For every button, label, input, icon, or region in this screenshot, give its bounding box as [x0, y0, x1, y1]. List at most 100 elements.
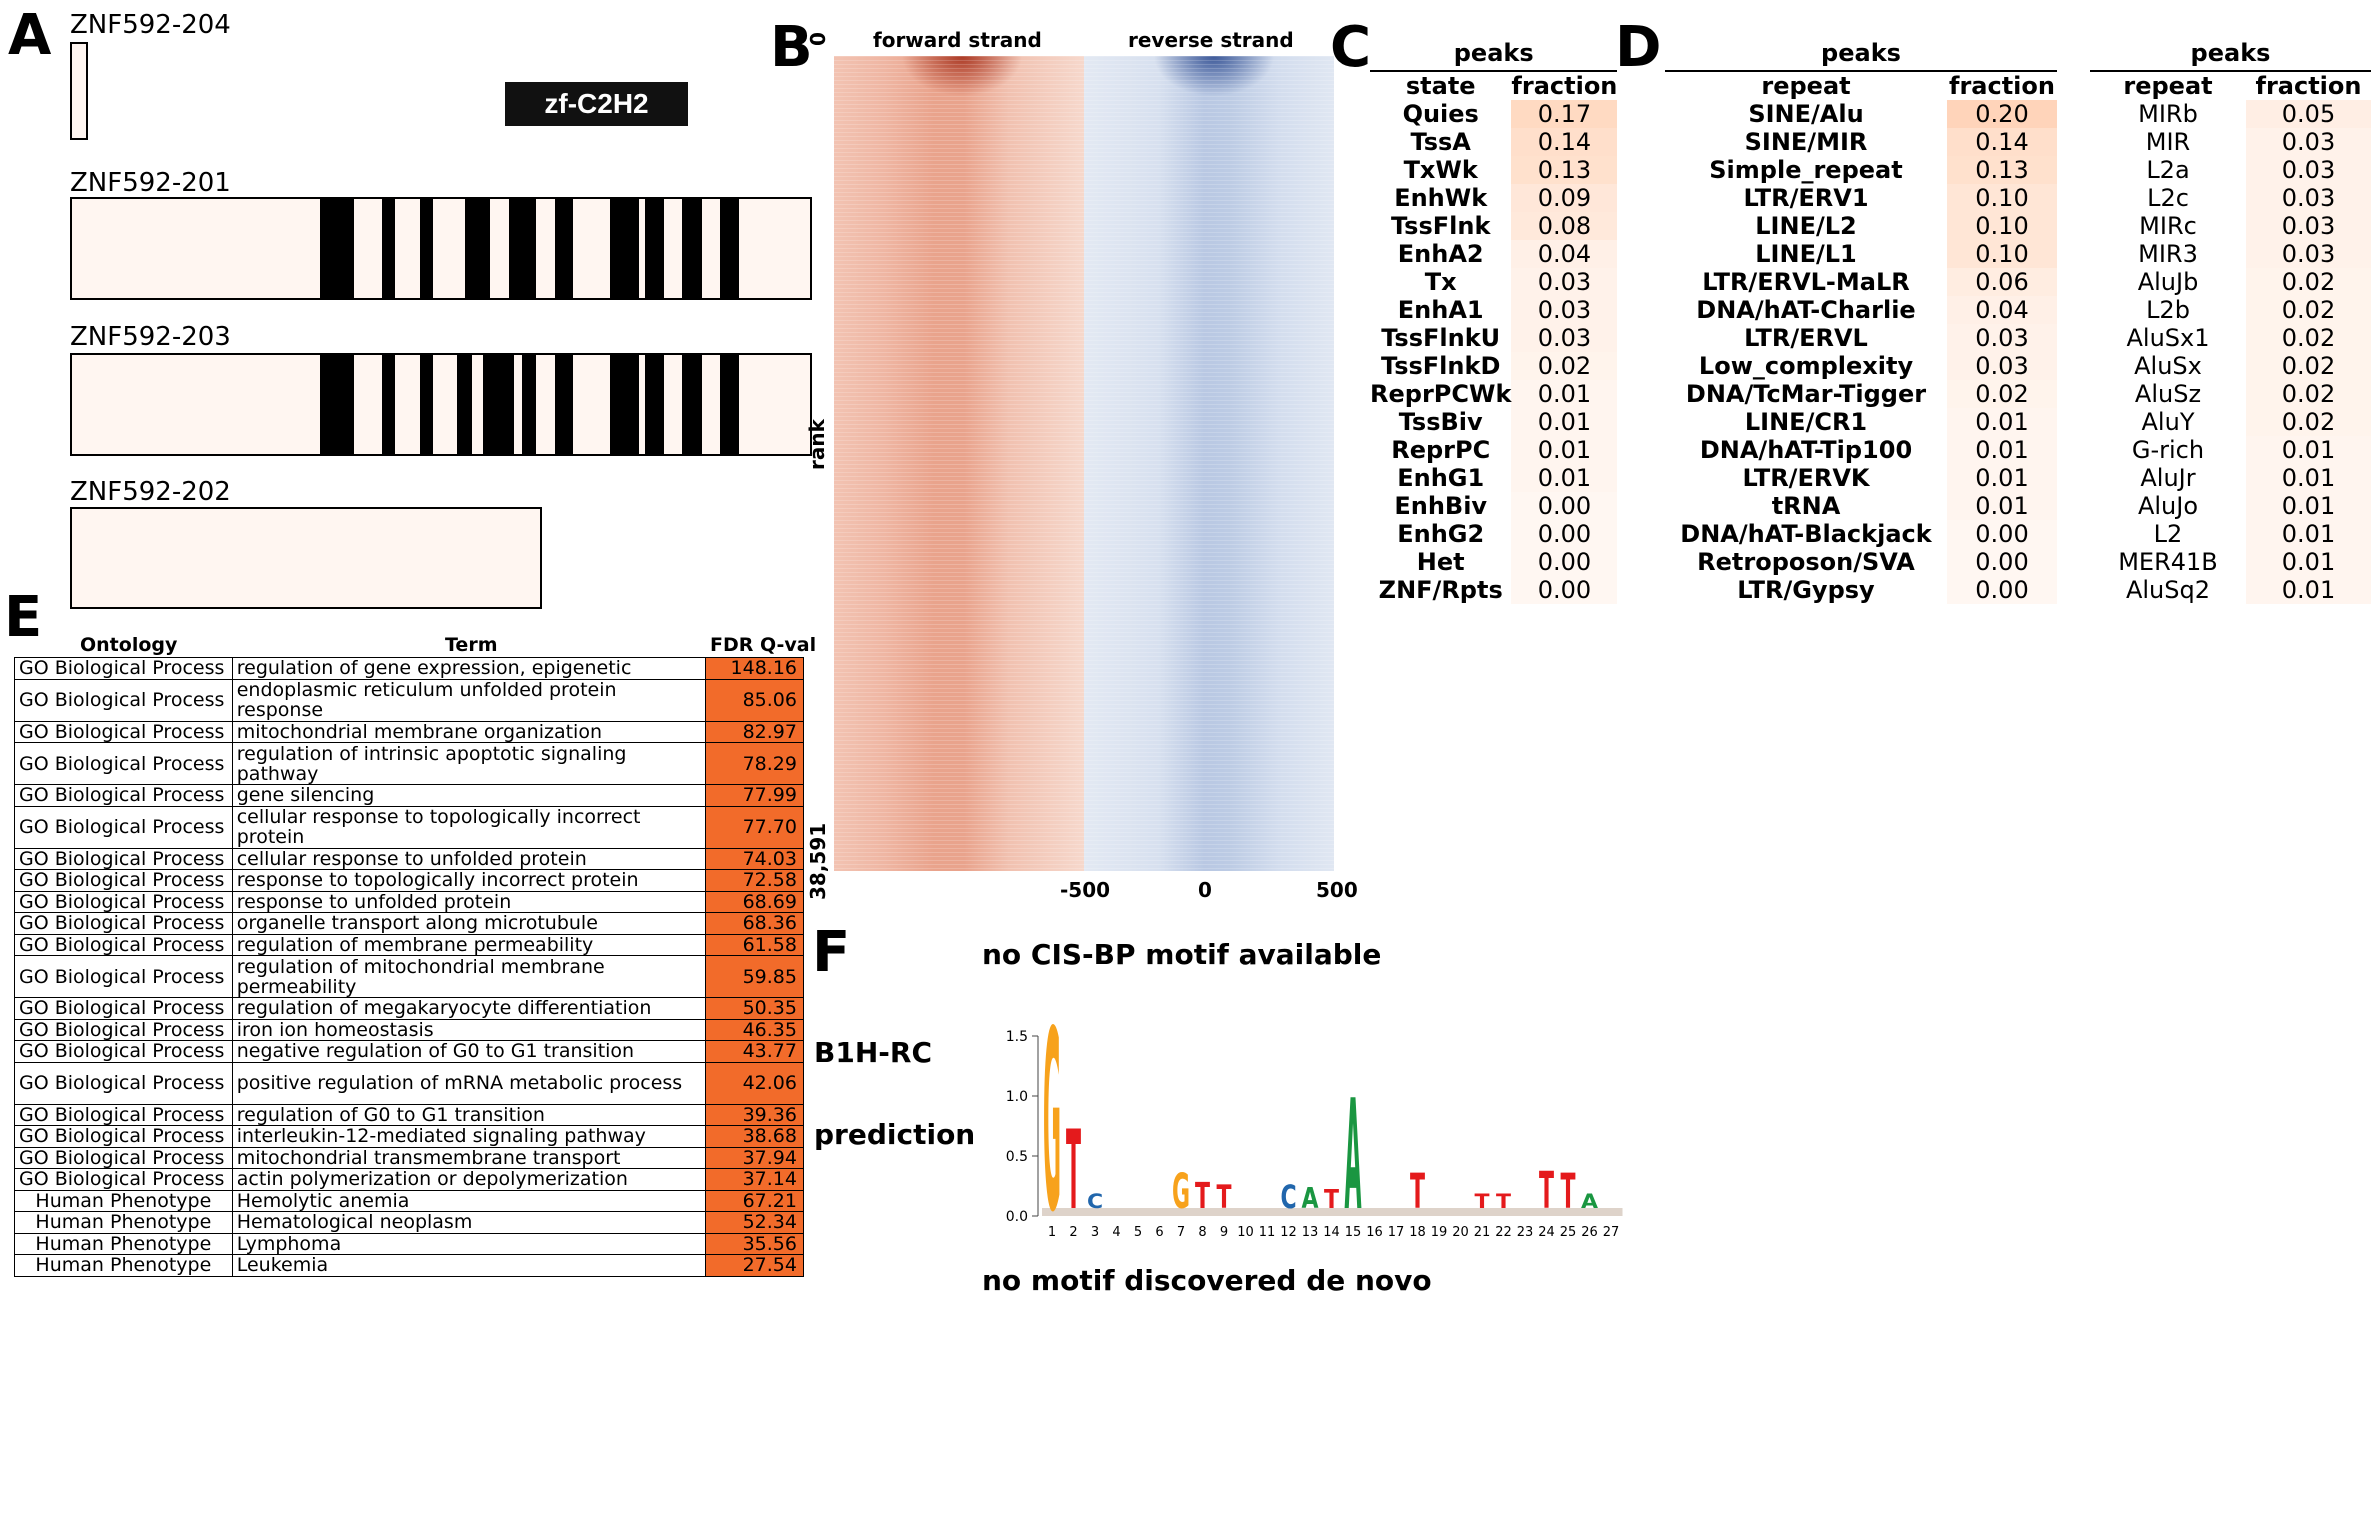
- state-fraction: 0.13: [1511, 156, 1618, 184]
- isoform-203-zinc-finger-10: [682, 355, 702, 454]
- state-row: ZNF/Rpts 0.00: [1370, 576, 1618, 604]
- repeat-family-fraction: 0.10: [1947, 212, 2057, 240]
- repeat-subfamily-row: AluJo 0.01: [2090, 492, 2371, 520]
- term-cell: regulation of megakaryocyte differentiat…: [231, 997, 707, 1020]
- term-cell: response to topologically incorrect prot…: [231, 869, 707, 892]
- isoform-203-zinc-finger-4: [457, 355, 472, 454]
- e-col-term: Term: [445, 634, 498, 656]
- fdr-q-cell: 148.16: [705, 657, 804, 680]
- rank-axis-bottom: 38,591: [806, 822, 830, 900]
- term-cell: Leukemia: [231, 1254, 707, 1277]
- state-row: TssBiv 0.01: [1370, 408, 1618, 436]
- fdr-q-cell: 74.03: [705, 847, 804, 870]
- logo-position-label: 1: [1048, 1225, 1056, 1240]
- enrichment-row: GO Biological Process cellular response t…: [14, 847, 804, 870]
- repeat-subfamily-fraction: 0.03: [2246, 212, 2371, 240]
- fdr-q-cell: 85.06: [705, 678, 804, 722]
- term-cell: negative regulation of G0 to G1 transiti…: [231, 1040, 707, 1063]
- repeat-family-fraction: 0.06: [1947, 268, 2057, 296]
- repeat-family-row: SINE/MIR 0.14: [1665, 128, 2057, 156]
- repeat-subfamily-row: MER41B 0.01: [2090, 548, 2371, 576]
- repeat-family-label: tRNA: [1771, 492, 1841, 520]
- logo-position-label: 27: [1603, 1225, 1620, 1240]
- logo-position-label: 18: [1409, 1225, 1426, 1240]
- logo-letter-t: T: [1539, 1161, 1554, 1221]
- repeat-subfamily-label: L2: [2153, 520, 2183, 548]
- repeat-family-fraction: 0.02: [1947, 380, 2057, 408]
- repeat-family-row: Retroposon/SVA 0.00: [1665, 548, 2057, 576]
- state-row: TssA 0.14: [1370, 128, 1618, 156]
- state-label: TssFlnk: [1391, 212, 1491, 240]
- term-cell: regulation of membrane permeability: [231, 933, 707, 956]
- term-cell: regulation of mitochondrial membrane per…: [231, 955, 707, 998]
- logo-y-tick-label: 1.5: [1006, 1029, 1028, 1045]
- logo-position-label: 23: [1517, 1225, 1534, 1240]
- state-label: ReprPCWk: [1370, 380, 1512, 408]
- repeat-family-label: DNA/hAT-Blackjack: [1680, 520, 1932, 548]
- isoform-203-zinc-finger-11: [720, 355, 739, 454]
- enrichment-row: Human Phenotype Lymphoma 35.56: [14, 1232, 804, 1255]
- ontology-cell: GO Biological Process: [14, 805, 233, 849]
- isoform-203-zinc-finger-9: [645, 355, 664, 454]
- repeat-subfamily-row: G-rich 0.01: [2090, 436, 2371, 464]
- logo-position-label: 21: [1474, 1225, 1491, 1240]
- repeat-subfamily-row: AluJb 0.02: [2090, 268, 2371, 296]
- isoform-201-zinc-finger-10: [720, 199, 739, 298]
- enrichment-row: GO Biological Process regulation of mitoc…: [14, 955, 804, 998]
- enrichment-row: GO Biological Process regulation of megak…: [14, 997, 804, 1020]
- zf-c2h2-domain-label: zf-C2H2: [505, 82, 688, 126]
- isoform-204-box: [70, 42, 88, 140]
- ontology-cell: Human Phenotype: [14, 1232, 233, 1255]
- isoform-203-zinc-finger-8: [610, 355, 639, 454]
- term-cell: interleukin-12-mediated signaling pathwa…: [231, 1125, 707, 1148]
- repeat-subfamily-label: MIRc: [2139, 212, 2197, 240]
- fdr-q-cell: 77.70: [705, 805, 804, 849]
- repeat-subfamily-fraction: 0.05: [2246, 100, 2371, 128]
- repeat-family-row: DNA/hAT-Tip100 0.01: [1665, 436, 2057, 464]
- repeat-family-fraction: 0.10: [1947, 240, 2057, 268]
- enrichment-row: GO Biological Process mitochondrial membr…: [14, 720, 804, 743]
- enrichment-row: GO Biological Process gene silencing 77.99: [14, 784, 804, 807]
- d-col-fraction-1: fraction: [1949, 72, 2055, 100]
- logo-letter-t: T: [1410, 1163, 1425, 1220]
- state-row: TssFlnkU 0.03: [1370, 324, 1618, 352]
- ontology-cell: GO Biological Process: [14, 1146, 233, 1169]
- repeat-subfamily-label: AluSx: [2134, 352, 2202, 380]
- isoform-201-zinc-finger-1: [320, 199, 354, 298]
- enrichment-row: GO Biological Process regulation of G0 to…: [14, 1103, 804, 1126]
- repeat-subfamily-fraction: 0.03: [2246, 128, 2371, 156]
- repeat-family-row: Low_complexity 0.03: [1665, 352, 2057, 380]
- fdr-q-cell: 61.58: [705, 933, 804, 956]
- logo-position-label: 17: [1388, 1225, 1405, 1240]
- repeat-family-label: SINE/Alu: [1748, 100, 1864, 128]
- ontology-cell: GO Biological Process: [14, 869, 233, 892]
- ontology-cell: GO Biological Process: [14, 1040, 233, 1063]
- fdr-q-cell: 78.29: [705, 742, 804, 785]
- logo-position-label: 6: [1155, 1225, 1163, 1240]
- state-fraction: 0.01: [1511, 464, 1618, 492]
- panel-letter-d: D: [1615, 15, 1662, 80]
- isoform-203-zinc-finger-5: [483, 355, 514, 454]
- state-fraction: 0.01: [1511, 380, 1618, 408]
- isoform-201-zinc-finger-7: [610, 199, 639, 298]
- state-label: Het: [1416, 548, 1465, 576]
- logo-position-label: 7: [1177, 1225, 1185, 1240]
- repeat-subfamily-row: MIRb 0.05: [2090, 100, 2371, 128]
- logo-letter-g: G: [1043, 1020, 1061, 1240]
- logo-position-label: 11: [1259, 1225, 1276, 1240]
- fdr-q-cell: 67.21: [705, 1189, 804, 1212]
- ontology-cell: GO Biological Process: [14, 1125, 233, 1148]
- ontology-cell: GO Biological Process: [14, 847, 233, 870]
- logo-position-label: 15: [1345, 1225, 1362, 1240]
- repeat-subfamily-fraction: 0.02: [2246, 324, 2371, 352]
- state-label: TxWk: [1403, 156, 1478, 184]
- state-row: EnhA1 0.03: [1370, 296, 1618, 324]
- term-cell: gene silencing: [231, 784, 707, 807]
- isoform-201-zinc-finger-2: [382, 199, 395, 298]
- state-label: ZNF/Rpts: [1378, 576, 1503, 604]
- logo-position-label: 19: [1431, 1225, 1448, 1240]
- strand-heatmap: [834, 56, 1334, 871]
- repeat-family-label: LINE/L2: [1755, 212, 1857, 240]
- fdr-q-cell: 35.56: [705, 1232, 804, 1255]
- state-row: TssFlnkD 0.02: [1370, 352, 1618, 380]
